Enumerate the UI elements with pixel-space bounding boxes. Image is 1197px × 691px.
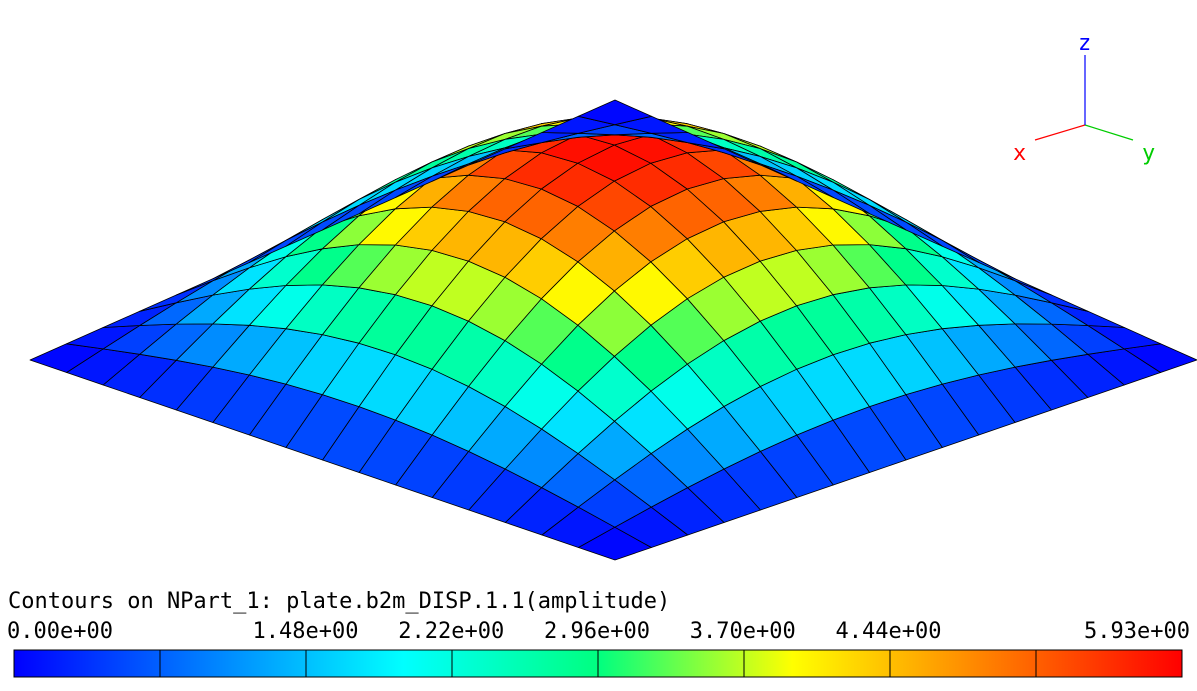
legend-tick-label: 3.70e+00 — [689, 619, 796, 644]
deformed-plate-surface — [29, 99, 1197, 561]
x-axis-label: x — [1013, 141, 1026, 166]
color-legend-dividers — [159, 650, 1037, 677]
legend-tick-label: 1.48e+00 — [252, 619, 359, 644]
color-legend-bar — [13, 649, 1183, 678]
mesh-element — [578, 99, 652, 126]
legend-tick-label: 0.00e+00 — [7, 619, 113, 644]
y-axis-label: y — [1142, 141, 1155, 166]
x-axis-line — [1034, 124, 1086, 141]
legend-title: Contours on NPart_1: plate.b2m_DISP.1.1(… — [8, 589, 671, 614]
y-axis-line — [1084, 124, 1134, 141]
axes-triad: x y z — [1013, 31, 1155, 166]
z-axis-label: z — [1078, 31, 1091, 56]
legend-tick-label: 5.93e+00 — [1084, 619, 1190, 644]
legend-tick-label: 4.44e+00 — [835, 619, 942, 644]
legend-tick-label: 2.22e+00 — [398, 619, 505, 644]
contour-plot-viewport[interactable] — [0, 0, 1197, 580]
legend-tick-label: 2.96e+00 — [544, 619, 650, 644]
